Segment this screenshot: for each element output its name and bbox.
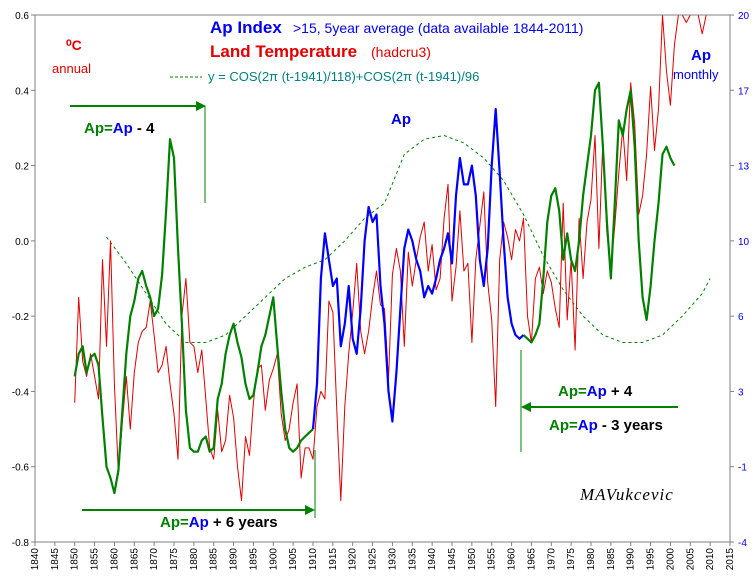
y-axis-right: -4 -1 3 6 10 13 17 20 [730, 11, 750, 549]
x-tick-label: 1915 [328, 548, 339, 571]
x-tick-label: 1990 [626, 548, 637, 571]
x-tick-label: 1955 [487, 548, 498, 571]
annotation-ap-minus-3-years: Ap=Ap - 3 years [520, 350, 678, 452]
x-tick-label: 1975 [566, 548, 577, 571]
x-tick-label: 1855 [90, 548, 101, 571]
y-right-tick-label: 10 [738, 237, 750, 248]
x-tick-label: 1895 [248, 548, 259, 571]
x-tick-label: 1840 [30, 548, 41, 571]
x-tick-label: 2010 [705, 548, 716, 571]
y-right-unit-label: Ap [691, 47, 711, 64]
x-tick-label: 1900 [268, 548, 279, 571]
annotation-ap-plus-6-years: Ap=Ap + 6 years [82, 450, 316, 531]
x-tick-label: 1960 [507, 548, 518, 571]
y-left-tick-label: -0.8 [12, 538, 30, 549]
y-left-tick-label: 0.2 [15, 162, 29, 173]
series-line [311, 107, 525, 430]
y-left-tick-label: 0.4 [15, 86, 29, 97]
x-tick-label: 1935 [407, 548, 418, 571]
y-left-tick-label: -0.6 [12, 463, 30, 474]
x-tick-label: 1905 [288, 548, 299, 571]
legend-ap-title: Ap Index [210, 18, 282, 37]
y-right-sub-label: monthly [673, 67, 719, 82]
y-left-tick-label: 0.0 [15, 237, 29, 248]
legend-temp-title: Land Temperature [210, 42, 357, 61]
x-tick-label: 2015 [725, 548, 736, 571]
annotation-arrowhead [196, 101, 206, 111]
x-tick-label: 1870 [149, 548, 160, 571]
series-line [522, 81, 676, 344]
author-signature: MAVukcevic [579, 485, 674, 504]
x-tick-label: 1875 [169, 548, 180, 571]
legend-ap-desc: >15, 5year average (data available 1844-… [293, 20, 583, 36]
series-layer [73, 14, 715, 502]
x-tick-label: 1995 [646, 548, 657, 571]
x-tick-label: 1910 [308, 548, 319, 571]
plot-frame [34, 14, 731, 543]
annotation-text: Ap=Ap + 6 years [160, 514, 278, 531]
x-tick-label: 1970 [546, 548, 557, 571]
x-tick-label: 1885 [209, 548, 220, 571]
y-right-tick-label: 6 [738, 312, 744, 323]
x-tick-label: 2000 [665, 548, 676, 571]
legend-temp-desc: (hadcru3) [371, 44, 431, 60]
annotation-text: Ap=Ap - 4 [84, 120, 155, 137]
x-tick-label: 2005 [685, 548, 696, 571]
y-right-tick-label: 20 [738, 11, 750, 22]
x-tick-label: 1945 [447, 548, 458, 571]
series-line [106, 135, 711, 343]
annotation-text: Ap=Ap - 3 years [549, 417, 663, 434]
annotation-ap-minus-4: Ap=Ap - 4 [70, 101, 206, 203]
y-right-tick-label: 13 [738, 162, 750, 173]
x-tick-label: 1950 [467, 548, 478, 571]
x-tick-label: 1860 [109, 548, 120, 571]
series-line [73, 138, 314, 495]
x-tick-label: 1850 [70, 548, 81, 571]
x-tick-label: 1965 [526, 548, 537, 571]
y-left-tick-label: 0.6 [15, 11, 29, 22]
annotation-ap-plus-4: Ap=Ap + 4 [558, 383, 633, 400]
y-left-unit-label: ⁰C [66, 37, 82, 53]
y-axis-left: -0.8 -0.6 -0.4 -0.2 0.0 0.2 0.4 0.6 [12, 11, 35, 549]
x-tick-label: 1925 [368, 548, 379, 571]
x-tick-label: 1930 [387, 548, 398, 571]
x-tick-label: 1940 [427, 548, 438, 571]
y-left-tick-label: -0.2 [12, 312, 30, 323]
x-tick-label: 1880 [189, 548, 200, 571]
y-right-tick-label: 3 [738, 387, 744, 398]
annotation-arrowhead [521, 402, 531, 412]
x-tick-label: 1985 [606, 548, 617, 571]
x-tick-label: 1865 [129, 548, 140, 571]
y-left-sub-label: annual [52, 61, 91, 76]
y-left-tick-label: -0.4 [12, 387, 30, 398]
y-right-tick-label: -1 [738, 463, 747, 474]
legend-formula: y = COS(2π (t-1941)/118)+COS(2π (t-1941)… [208, 69, 479, 84]
x-tick-label: 1845 [50, 548, 61, 571]
x-tick-label: 1920 [348, 548, 359, 571]
x-tick-label: 1890 [229, 548, 240, 571]
x-tick-label: 1980 [586, 548, 597, 571]
ap-curve-label: Ap [391, 111, 411, 128]
y-right-tick-label: -4 [738, 538, 747, 549]
annotation-arrowhead [305, 505, 315, 515]
y-right-tick-label: 17 [738, 86, 750, 97]
x-axis: 1840 1845 1850 1855 1860 1865 1870 1875 1880 1885… [30, 542, 736, 570]
